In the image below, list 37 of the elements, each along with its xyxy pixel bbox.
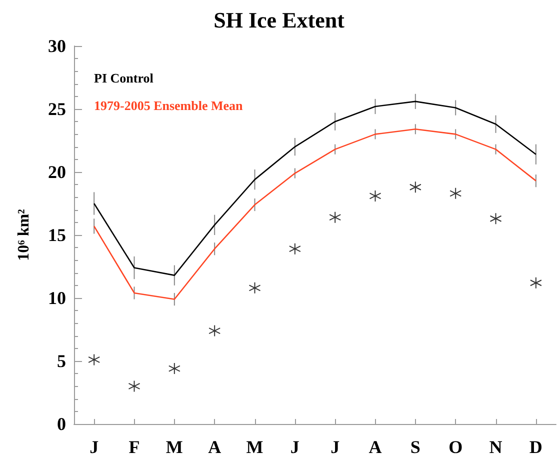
point bbox=[409, 181, 422, 194]
x-tick-label: M bbox=[246, 437, 264, 457]
x-tick-label: O bbox=[448, 437, 463, 457]
point bbox=[168, 362, 180, 375]
x-tick-label: D bbox=[529, 437, 542, 457]
point bbox=[88, 354, 100, 366]
x-tick-label: J bbox=[290, 437, 300, 457]
point bbox=[329, 211, 342, 224]
x-tick-label: J bbox=[330, 437, 340, 457]
y-tick-label: 0 bbox=[57, 414, 66, 434]
x-tick-label: M bbox=[166, 437, 183, 457]
x-tick-label: A bbox=[208, 437, 222, 457]
chart-title: SH Ice Extent bbox=[214, 8, 346, 32]
x-tick-label: A bbox=[368, 437, 382, 457]
point bbox=[490, 212, 502, 225]
text: PI Control bbox=[94, 70, 154, 86]
line-series bbox=[93, 128, 537, 300]
y-tick-label: 15 bbox=[48, 225, 66, 245]
y-tick-label: 20 bbox=[48, 162, 66, 182]
y-axis-title: 10⁶ km² bbox=[16, 208, 32, 261]
point bbox=[369, 190, 382, 202]
y-tick-label: 10 bbox=[48, 288, 66, 308]
x-tick-label: S bbox=[410, 437, 420, 457]
point bbox=[208, 324, 221, 337]
x-tick-label: N bbox=[489, 437, 502, 457]
y-tick-label: 30 bbox=[48, 36, 66, 56]
point bbox=[288, 242, 301, 255]
point bbox=[450, 187, 462, 200]
text: 1979-2005 Ensemble Mean bbox=[94, 98, 244, 113]
line-series bbox=[93, 100, 537, 276]
y-tick-label: 5 bbox=[57, 351, 66, 371]
point bbox=[248, 282, 261, 294]
point bbox=[530, 276, 542, 289]
y-tick-label: 25 bbox=[48, 99, 66, 119]
point bbox=[128, 380, 140, 392]
x-tick-label: J bbox=[90, 437, 99, 457]
x-tick-label: F bbox=[128, 437, 140, 457]
